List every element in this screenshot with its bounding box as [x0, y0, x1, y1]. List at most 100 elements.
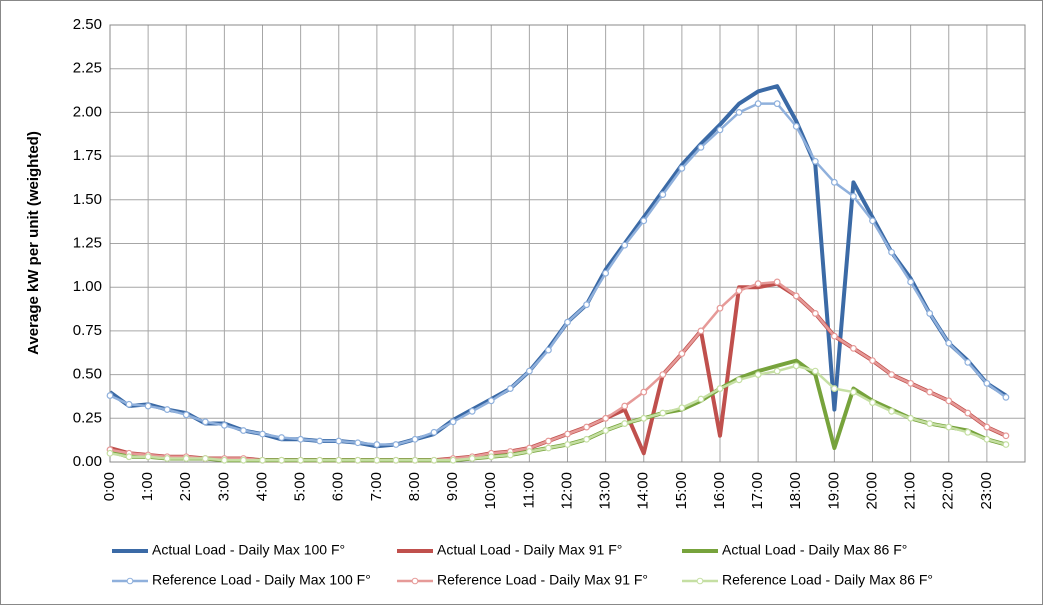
series-marker — [792, 292, 800, 300]
y-tick-label: 2.25 — [73, 60, 102, 77]
series-marker — [125, 453, 133, 461]
series-marker — [945, 423, 953, 431]
series-marker — [735, 376, 743, 384]
series-marker — [259, 430, 266, 438]
x-tick-label: 14:00 — [635, 472, 652, 510]
series-marker — [754, 280, 762, 288]
series-marker — [811, 310, 819, 317]
legend-label: Actual Load - Daily Max 86 F° — [722, 542, 907, 558]
series-marker — [278, 434, 285, 441]
series-marker — [449, 418, 457, 426]
series-marker — [430, 456, 438, 464]
series-marker — [792, 362, 800, 370]
series-marker — [278, 456, 285, 464]
series-marker — [487, 453, 495, 461]
series-marker — [259, 456, 266, 464]
series-marker — [716, 304, 724, 312]
series-marker — [468, 455, 476, 462]
y-tick-label: 1.50 — [73, 191, 102, 208]
series-marker — [144, 402, 152, 410]
x-tick-label: 6:00 — [330, 472, 347, 501]
series-marker — [392, 441, 400, 448]
x-tick-label: 4:00 — [253, 472, 270, 501]
series-marker — [373, 441, 381, 448]
series-marker — [354, 439, 362, 447]
legend-label: Reference Load - Daily Max 100 F° — [152, 572, 371, 588]
series-marker — [830, 178, 838, 186]
y-tick-label: 0.00 — [73, 453, 102, 470]
series-marker — [1002, 393, 1010, 401]
series-marker — [602, 414, 610, 422]
series-marker — [564, 318, 571, 326]
series-marker — [697, 395, 705, 403]
series-marker — [659, 191, 667, 198]
y-tick-label: 2.50 — [73, 16, 102, 33]
x-tick-label: 9:00 — [444, 472, 461, 501]
x-tick-label: 8:00 — [406, 472, 423, 501]
series-marker — [716, 385, 724, 392]
series-marker — [602, 269, 610, 277]
series-marker — [640, 217, 648, 225]
series-marker — [830, 385, 838, 392]
x-tick-label: 3:00 — [215, 472, 232, 501]
series-marker — [888, 248, 895, 256]
series-marker — [735, 108, 743, 116]
series-marker — [964, 358, 972, 366]
x-tick-label: 11:00 — [520, 472, 537, 508]
series-marker — [125, 400, 133, 408]
series-marker — [392, 456, 400, 464]
x-tick-label: 0:00 — [101, 472, 118, 501]
x-tick-label: 2:00 — [177, 472, 194, 501]
series-marker — [545, 346, 552, 354]
series-marker — [621, 402, 629, 410]
series-marker — [106, 449, 114, 457]
series-marker — [602, 427, 610, 434]
series-marker — [811, 367, 819, 375]
y-tick-label: 1.25 — [73, 234, 102, 251]
series-marker — [449, 456, 457, 464]
series-marker — [678, 164, 686, 172]
series-marker — [316, 456, 324, 464]
series-marker — [659, 371, 667, 379]
legend-label: Reference Load - Daily Max 86 F° — [722, 572, 933, 588]
x-tick-label: 19:00 — [825, 472, 842, 510]
series-marker — [316, 437, 324, 445]
x-tick-label: 1:00 — [139, 472, 156, 501]
y-tick-label: 0.25 — [73, 409, 102, 426]
series-marker — [830, 332, 838, 340]
series-marker — [659, 409, 667, 417]
series-marker — [106, 392, 114, 399]
series-marker — [907, 414, 915, 422]
series-marker — [240, 456, 247, 464]
x-tick-label: 13:00 — [597, 472, 614, 510]
y-tick-label: 1.00 — [73, 278, 102, 295]
y-tick-label: 0.75 — [73, 322, 102, 339]
y-tick-label: 0.50 — [73, 366, 102, 383]
series-marker — [468, 407, 476, 415]
series-marker — [564, 430, 571, 438]
series-marker — [754, 371, 762, 379]
y-tick-label: 1.75 — [73, 147, 102, 164]
series-marker — [640, 414, 648, 422]
series-marker — [850, 344, 857, 352]
series-marker — [640, 388, 648, 396]
series-marker — [525, 448, 533, 455]
legend-marker — [126, 577, 134, 585]
series-marker — [716, 126, 724, 134]
series-marker — [983, 435, 991, 443]
series-marker — [945, 397, 953, 405]
y-axis-label: Average kW per unit (weighted) — [25, 131, 42, 355]
series-marker — [754, 100, 762, 108]
series-marker — [545, 437, 552, 445]
series-marker — [735, 287, 743, 295]
series-marker — [907, 379, 915, 387]
x-tick-label: 17:00 — [749, 472, 766, 510]
series-marker — [678, 404, 686, 412]
series-marker — [564, 441, 571, 448]
series-marker — [697, 143, 705, 151]
x-tick-label: 18:00 — [787, 472, 804, 510]
series-marker — [335, 456, 343, 464]
series-marker — [945, 339, 953, 347]
x-tick-label: 16:00 — [711, 472, 728, 510]
series-marker — [583, 301, 590, 309]
